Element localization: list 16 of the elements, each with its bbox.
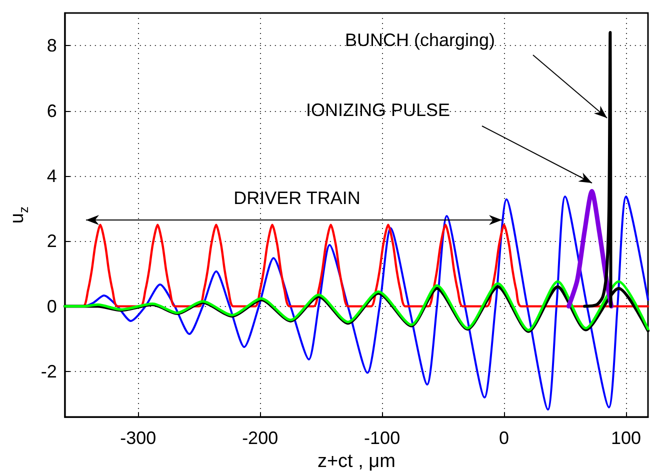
x-tick-label: -300 [120, 428, 156, 448]
y-tick-label: 0 [46, 296, 57, 316]
y-tick-label: 6 [46, 100, 57, 121]
y-tick-label: -2 [40, 361, 57, 382]
y-tick-label: 8 [46, 36, 57, 56]
x-tick-label: 100 [611, 428, 642, 448]
x-tick-label: 0 [499, 428, 510, 448]
annotation: BUNCH (charging) [344, 30, 496, 50]
y-axis-title: uz [7, 206, 31, 224]
x-tick-label: -200 [242, 428, 278, 448]
x-tick-label: -100 [364, 428, 400, 448]
x-axis-title: z+ct , μm [317, 451, 396, 472]
annotation: DRIVER TRAIN [234, 188, 360, 208]
y-tick-label: 4 [46, 166, 57, 186]
y-tick-label: 2 [46, 231, 57, 252]
annotation: IONIZING PULSE [306, 100, 450, 120]
